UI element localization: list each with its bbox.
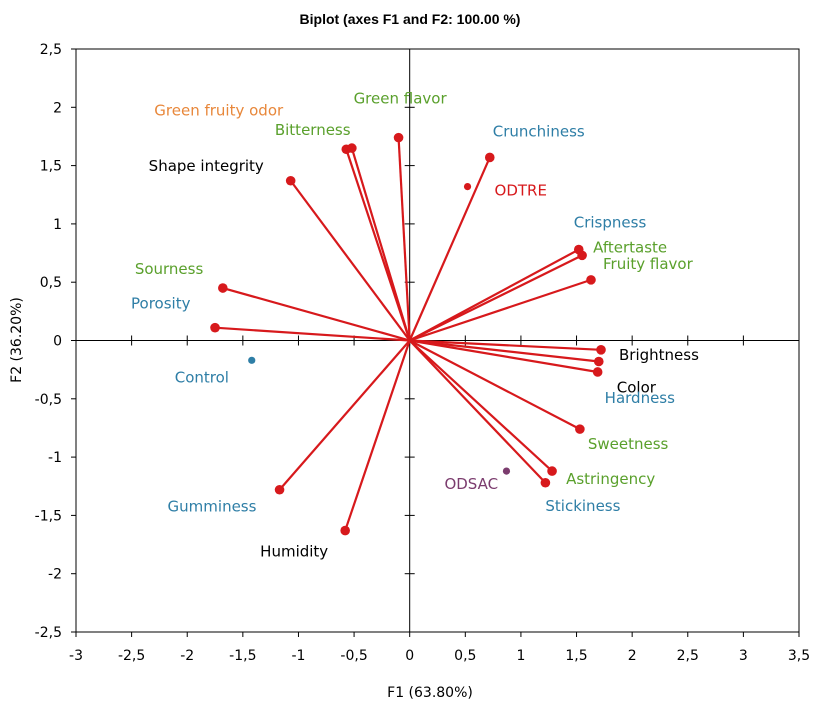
label-shape-integrity: Shape integrity — [149, 157, 264, 175]
x-tick-label: -0,5 — [340, 648, 367, 664]
point-bitterness — [347, 143, 357, 153]
x-tick-label: -3 — [69, 648, 83, 664]
x-axis-title: F1 (63.80%) — [387, 685, 473, 701]
vector-astringency — [408, 339, 553, 472]
label-odsac: ODSAC — [444, 475, 498, 493]
y-tick-label: 1,5 — [40, 159, 62, 175]
x-tick-label: -2 — [180, 648, 194, 664]
point-fruity-flavor — [586, 275, 596, 285]
x-tick-label: 3,5 — [788, 648, 810, 664]
point-hardness — [592, 367, 603, 377]
label-bitterness: Bitterness — [275, 121, 351, 139]
vector-aftertaste — [409, 254, 583, 342]
y-tick-label: 0,5 — [40, 275, 62, 291]
label-color: Color — [617, 378, 657, 396]
label-crunchiness: Crunchiness — [493, 122, 585, 140]
label-porosity: Porosity — [131, 295, 191, 313]
y-tick-label: -0,5 — [35, 392, 62, 408]
x-tick-label: 0 — [405, 648, 414, 664]
vector-crispness — [409, 248, 580, 342]
label-green-fruity-odor: Green fruity odor — [154, 101, 284, 119]
vector-green-flavor — [397, 137, 411, 341]
vector-gumminess — [278, 339, 411, 491]
y-tick-label: -2 — [48, 567, 62, 583]
vector-humidity — [344, 340, 411, 531]
point-brightness — [596, 345, 606, 355]
x-tick-label: 1,5 — [565, 648, 587, 664]
vector-crunchiness — [408, 156, 491, 341]
label-brightness: Brightness — [619, 346, 699, 364]
x-tick-label: 3 — [739, 648, 748, 664]
point-crunchiness — [484, 152, 495, 163]
label-astringency: Astringency — [566, 470, 655, 488]
y-tick-label: 2 — [53, 100, 62, 116]
point-sourness — [218, 283, 228, 293]
label-gumminess: Gumminess — [168, 498, 257, 516]
vector-bitterness — [350, 147, 411, 341]
vector-sourness — [222, 286, 410, 342]
vector-fruity-flavor — [409, 278, 592, 342]
point-aftertaste — [577, 250, 587, 261]
label-humidity: Humidity — [260, 543, 328, 561]
label-control: Control — [175, 368, 229, 386]
point-gumminess — [274, 484, 285, 495]
vector-shape-integrity — [289, 180, 411, 342]
label-green-flavor: Green flavor — [354, 90, 448, 108]
point-stickiness — [540, 477, 551, 488]
x-tick-label: -2,5 — [118, 648, 145, 664]
y-tick-label: -1,5 — [35, 508, 62, 524]
point-sweetness — [575, 424, 585, 434]
label-odtre: ODTRE — [495, 182, 547, 200]
label-sourness: Sourness — [135, 260, 204, 278]
label-aftertaste: Aftertaste — [593, 238, 667, 256]
vector-porosity — [214, 326, 410, 342]
point-astringency — [547, 466, 557, 476]
y-tick-label: 0 — [53, 334, 62, 350]
y-tick-label: 2,5 — [40, 42, 62, 58]
observation-odsac — [502, 467, 511, 475]
y-tick-label: -1 — [48, 450, 62, 466]
observation-odtre — [463, 182, 472, 191]
x-tick-label: -1 — [291, 648, 305, 664]
y-axis-title: F2 (36.20%) — [9, 297, 25, 383]
x-tick-label: -1,5 — [229, 648, 256, 664]
label-stickiness: Stickiness — [545, 497, 620, 515]
x-tick-label: 0,5 — [454, 648, 476, 664]
x-tick-label: 1 — [516, 648, 525, 664]
point-green-flavor — [393, 132, 404, 143]
vector-sweetness — [409, 339, 581, 431]
label-hardness: Hardness — [605, 389, 675, 407]
label-sweetness: Sweetness — [588, 435, 669, 453]
vector-color — [409, 339, 599, 363]
label-fruity-flavor: Fruity flavor — [603, 255, 694, 273]
y-tick-label: 1 — [53, 217, 62, 233]
point-color — [593, 356, 604, 367]
x-tick-label: 2,5 — [677, 648, 699, 664]
chart-title: Biplot (axes F1 and F2: 100.00 %) — [300, 11, 521, 27]
vector-hardness — [409, 339, 598, 374]
label-crispness: Crispness — [574, 214, 647, 232]
y-tick-label: -2,5 — [35, 625, 62, 641]
observation-control — [248, 356, 256, 364]
vector-brightness — [409, 339, 602, 351]
point-humidity — [340, 525, 350, 536]
x-tick-label: 2 — [628, 648, 637, 664]
vector-stickiness — [408, 339, 547, 484]
point-porosity — [210, 322, 220, 333]
point-shape-integrity — [285, 175, 296, 186]
